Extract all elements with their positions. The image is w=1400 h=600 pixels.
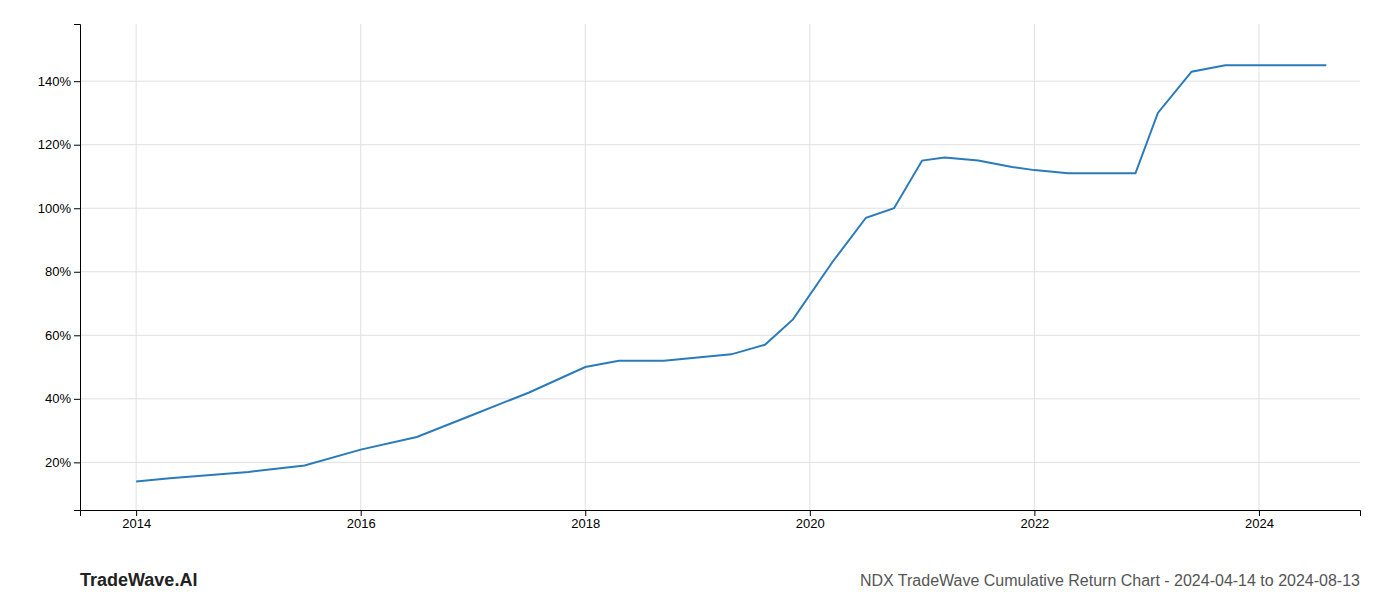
tick-mark	[74, 399, 80, 400]
tick: 2018	[571, 510, 600, 531]
tick: 60%	[45, 328, 80, 343]
grid-line	[80, 81, 1360, 82]
tick: 2020	[796, 510, 825, 531]
chart: 2014 2016 2018 2020 2022 2024 20% 40% 60% 80% 100%…	[0, 0, 1400, 600]
tick-mark	[1034, 510, 1035, 516]
axis-line	[81, 511, 1361, 517]
grid-line	[1034, 24, 1035, 510]
grid-line	[80, 462, 1360, 463]
tick-mark	[810, 510, 811, 516]
tick: 2022	[1020, 510, 1049, 531]
tick-label: 60%	[45, 328, 71, 343]
tick: 20%	[45, 455, 80, 470]
tick-label: 140%	[38, 74, 72, 89]
tick-label: 2016	[347, 516, 376, 531]
tick-label: 20%	[45, 455, 71, 470]
grid-line	[80, 335, 1360, 336]
tick-label: 120%	[38, 137, 72, 152]
tick-mark	[74, 208, 80, 209]
tick-mark	[74, 145, 80, 146]
tick: 40%	[45, 391, 80, 406]
grid	[80, 24, 1360, 510]
grid-line	[1258, 24, 1259, 510]
tick: 120%	[38, 137, 80, 152]
watermark: TradeWave.AI	[80, 570, 197, 590]
grid-line	[809, 24, 810, 510]
tick-mark	[74, 462, 80, 463]
x-axis: 2014 2016 2018 2020 2022 2024	[81, 510, 1361, 531]
tick-label: 2018	[571, 516, 600, 531]
grid-line	[80, 208, 1360, 209]
plot: 2014 2016 2018 2020 2022 2024 20% 40% 60% 80% 100%…	[38, 24, 1361, 531]
axis-line	[74, 25, 81, 511]
title: NDX TradeWave Cumulative Return Chart - …	[860, 572, 1360, 589]
tick-label: 40%	[45, 391, 71, 406]
tick-label: 2022	[1020, 516, 1049, 531]
tick-mark	[585, 510, 586, 516]
tick-label: 100%	[38, 201, 72, 216]
tick-label: 2020	[796, 516, 825, 531]
tick-label: 2024	[1245, 516, 1274, 531]
tick-mark	[74, 272, 80, 273]
grid-line	[136, 24, 137, 510]
tick-label: 80%	[45, 264, 71, 279]
grid-line	[585, 24, 586, 510]
tick: 2014	[122, 510, 151, 531]
y-axis: 20% 40% 60% 80% 100% 120% 140%	[38, 25, 81, 511]
grid-line	[360, 24, 361, 510]
tick-mark	[1259, 510, 1260, 516]
grid-line	[80, 271, 1360, 272]
grid-line	[80, 144, 1360, 145]
tick: 2024	[1245, 510, 1274, 531]
tick-mark	[136, 510, 137, 516]
tick: 2016	[347, 510, 376, 531]
tick-mark	[74, 81, 80, 82]
tick: 80%	[45, 264, 80, 279]
tick-mark	[361, 510, 362, 516]
line	[136, 65, 1326, 481]
tick-label: 2014	[122, 516, 151, 531]
tick: 140%	[38, 74, 80, 89]
tick-mark	[74, 335, 80, 336]
texts: TradeWave.AI NDX TradeWave Cumulative Ret…	[80, 570, 1360, 590]
tick: 100%	[38, 201, 80, 216]
grid-line	[80, 398, 1360, 399]
marks	[136, 65, 1326, 481]
